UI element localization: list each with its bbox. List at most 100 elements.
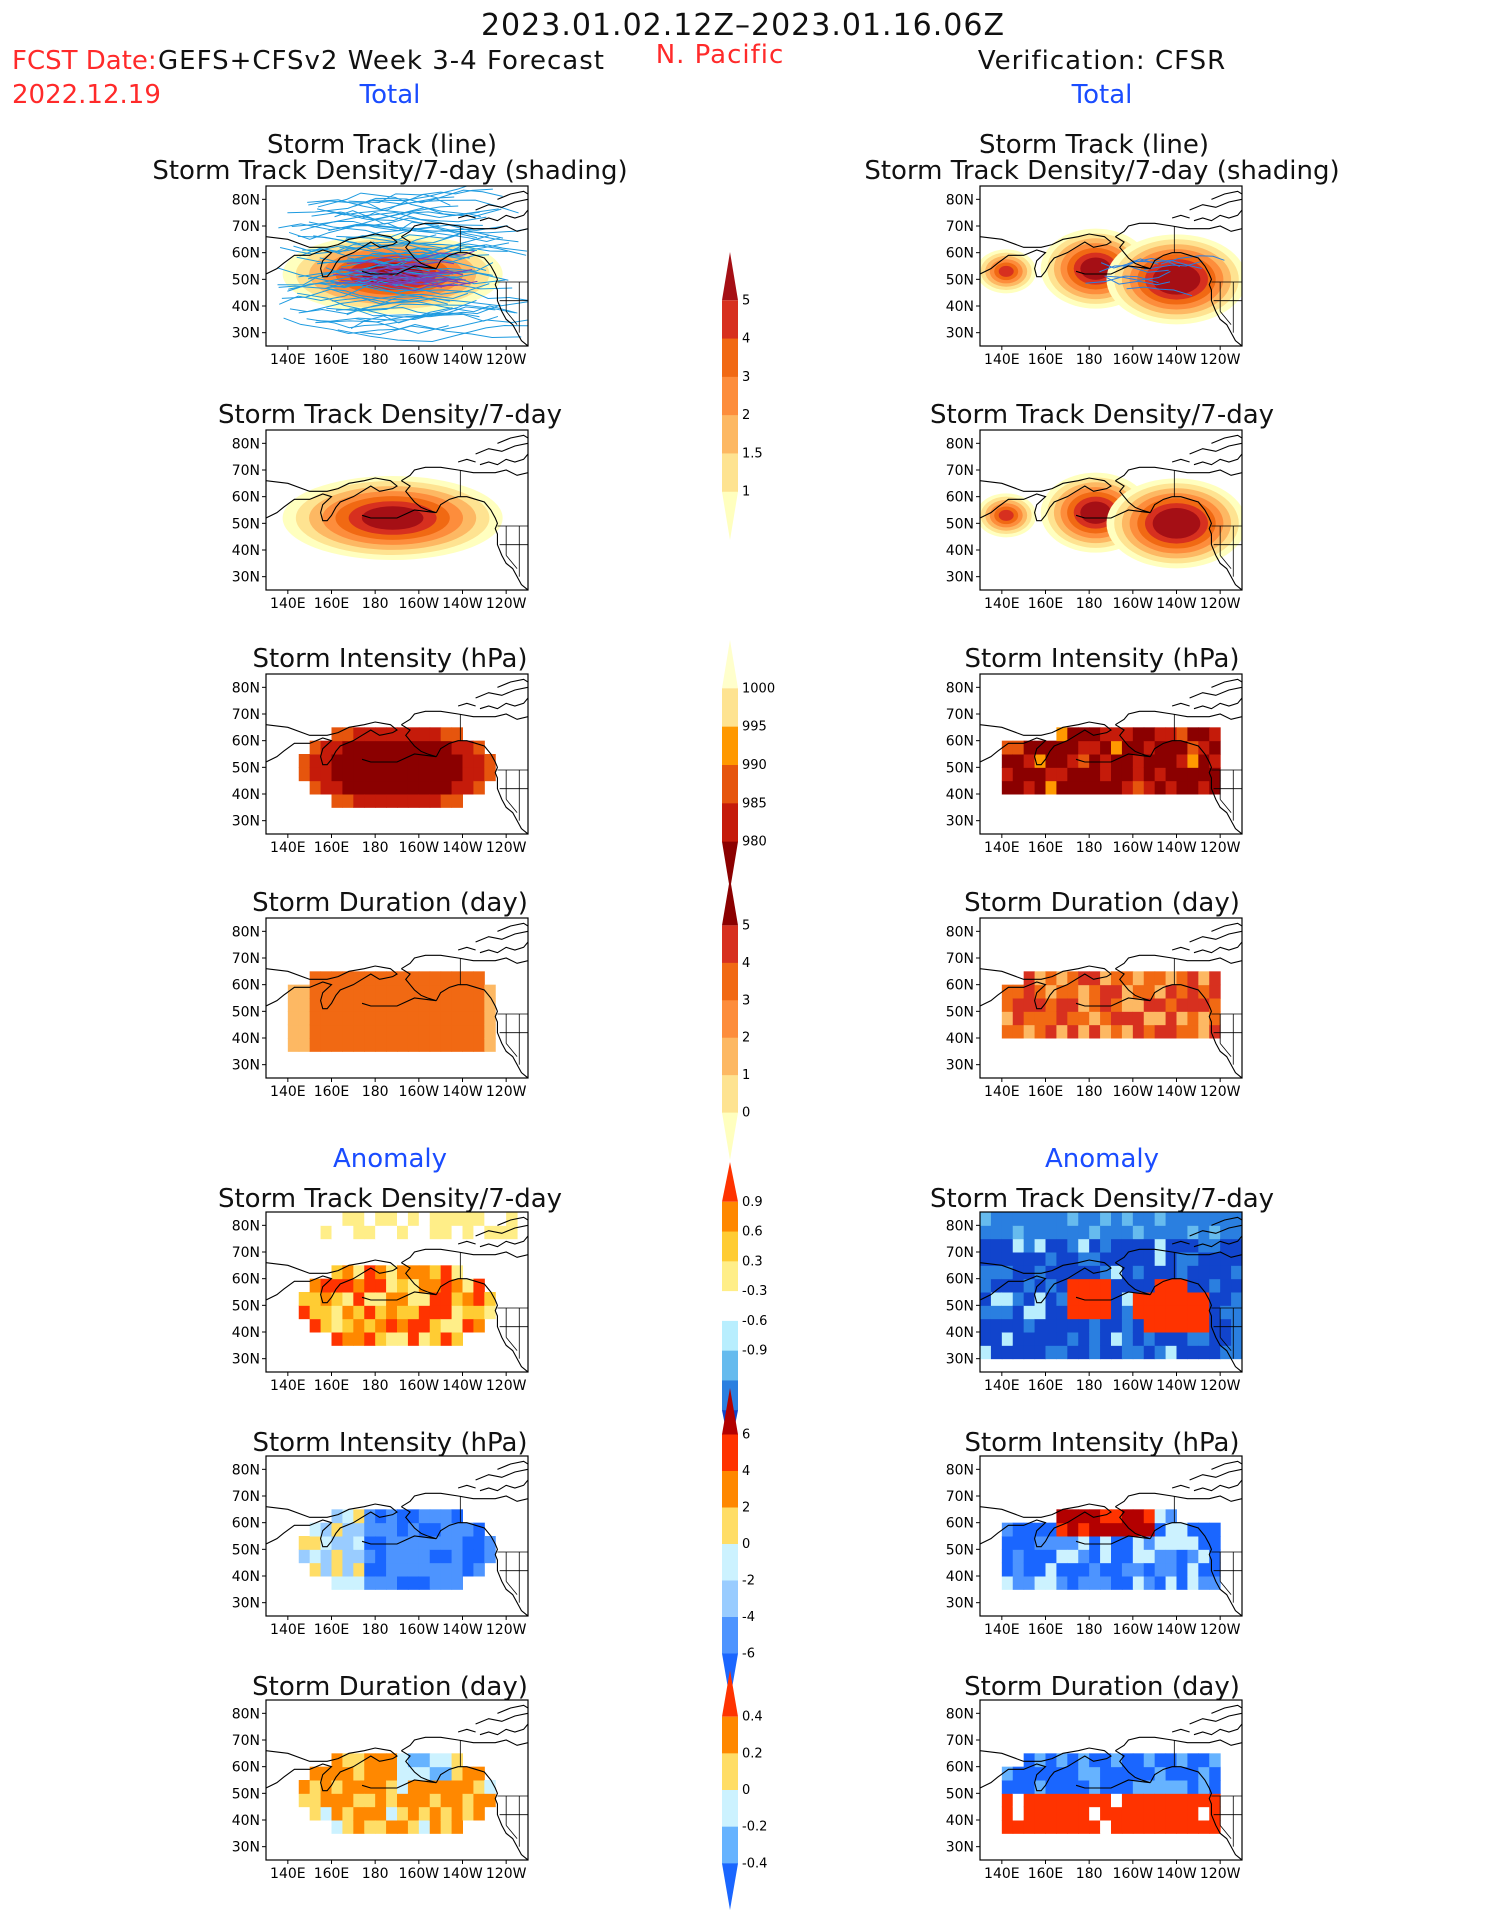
grid-cell <box>386 1509 398 1524</box>
colorbar-swatch <box>722 1000 738 1039</box>
grid-cell <box>1089 1278 1101 1293</box>
colorbar-label: 990 <box>742 758 767 773</box>
grid-cell <box>320 767 332 782</box>
grid-cell <box>364 780 376 795</box>
grid-cell <box>1067 767 1079 782</box>
grid-cell <box>1121 754 1134 768</box>
coastline <box>479 941 528 954</box>
grid-cell <box>1165 1576 1177 1590</box>
grid-cell <box>1198 1238 1210 1253</box>
grid-cell <box>353 998 365 1012</box>
grid-cell <box>1187 1332 1199 1346</box>
lon-tick-label: 160E <box>314 1622 350 1638</box>
grid-cell <box>320 754 332 768</box>
grid-cell <box>309 1305 322 1320</box>
grid-cell <box>397 780 409 795</box>
grid-cell <box>1111 1305 1123 1320</box>
grid-cell <box>462 1318 474 1333</box>
grid-cell <box>1089 1549 1101 1564</box>
grid-cell <box>1012 1522 1025 1537</box>
grid-cell <box>1034 998 1046 1012</box>
grid-cell <box>1176 984 1188 999</box>
grid-cell <box>1198 1536 1210 1550</box>
lat-tick-label: 40N <box>946 1569 974 1585</box>
lon-tick-label: 180 <box>362 1866 389 1882</box>
grid-cell <box>298 998 311 1012</box>
grid-cell <box>1121 1753 1134 1768</box>
coastline <box>1115 222 1242 238</box>
grid-cell <box>386 1265 398 1280</box>
grid-cell <box>353 794 365 808</box>
grid-cell <box>386 727 398 742</box>
grid-cell <box>440 1038 453 1052</box>
grid-cell <box>1078 984 1090 999</box>
grid-cell <box>980 1278 992 1293</box>
grid-cell <box>342 1024 354 1039</box>
grid-cell <box>1023 1562 1036 1577</box>
coastline <box>457 946 476 951</box>
grid-cell <box>1089 1793 1101 1808</box>
grid-cell <box>320 740 332 755</box>
grid-cell <box>418 1024 431 1039</box>
border <box>1219 1825 1232 1839</box>
grid-cell <box>440 1793 453 1808</box>
grid-cell <box>397 1536 409 1550</box>
grid-cell <box>1045 740 1057 755</box>
colorbar-arrow-bottom <box>722 491 738 540</box>
map-frame <box>979 1211 1243 1373</box>
grid-cell <box>1089 1265 1101 1280</box>
grid-cell <box>331 1753 343 1768</box>
grid-cell <box>407 1011 420 1026</box>
grid-cell <box>1067 1820 1079 1834</box>
grid-cell <box>353 1536 365 1550</box>
grid-cell <box>1034 1318 1046 1333</box>
grid-cell <box>320 1318 332 1333</box>
lat-tick-label: 30N <box>946 814 974 830</box>
grid-cell <box>331 1576 343 1590</box>
grid-cell <box>353 1305 365 1320</box>
coastline <box>1171 946 1190 951</box>
grid-cell <box>484 1038 496 1052</box>
grid-cell <box>1067 998 1079 1012</box>
grid-cell <box>1067 984 1079 999</box>
grid-cell <box>1198 1549 1210 1564</box>
lon-tick-label: 140E <box>984 1378 1020 1394</box>
grid-cell <box>386 1562 398 1577</box>
colorbar-swatch <box>722 376 738 416</box>
grid-cell <box>407 1806 420 1821</box>
coastline <box>475 1224 528 1237</box>
grid-cell <box>440 984 453 999</box>
grid-cell <box>1056 1806 1068 1821</box>
grid-cell <box>1089 1292 1101 1306</box>
grid-cell <box>462 1212 474 1226</box>
grid-cell <box>1198 754 1210 768</box>
grid-cell <box>484 767 496 782</box>
grid-cell <box>418 754 431 768</box>
grid-cell <box>407 1562 420 1577</box>
grid-cell <box>1143 971 1156 986</box>
grid-cell <box>1023 1212 1036 1226</box>
grid-cell <box>1176 1305 1188 1320</box>
grid-cell <box>375 984 387 999</box>
storm-track-line <box>1100 258 1159 269</box>
grid-cell <box>473 1793 485 1808</box>
grid-cell <box>440 1225 453 1240</box>
grid-cell <box>440 754 453 768</box>
coastline <box>475 1468 528 1481</box>
grid-cell <box>309 1318 322 1333</box>
grid-cell <box>375 1318 387 1333</box>
grid-cell <box>1132 767 1145 782</box>
colorbar-swatch <box>722 962 738 1001</box>
grid-cell <box>1023 1278 1036 1293</box>
colorbar-swatch <box>722 1231 738 1262</box>
lat-tick-label: 40N <box>232 787 260 803</box>
lat-tick-label: 30N <box>946 570 974 586</box>
border <box>505 1043 518 1057</box>
grid-cell <box>473 1562 485 1577</box>
grid-cell <box>1001 1345 1014 1360</box>
lon-tick-label: 160E <box>1028 596 1064 612</box>
lat-tick-label: 70N <box>946 1245 974 1261</box>
grid-cell <box>331 780 343 795</box>
coastline <box>1189 1712 1242 1725</box>
lat-tick-label: 60N <box>232 1272 260 1288</box>
